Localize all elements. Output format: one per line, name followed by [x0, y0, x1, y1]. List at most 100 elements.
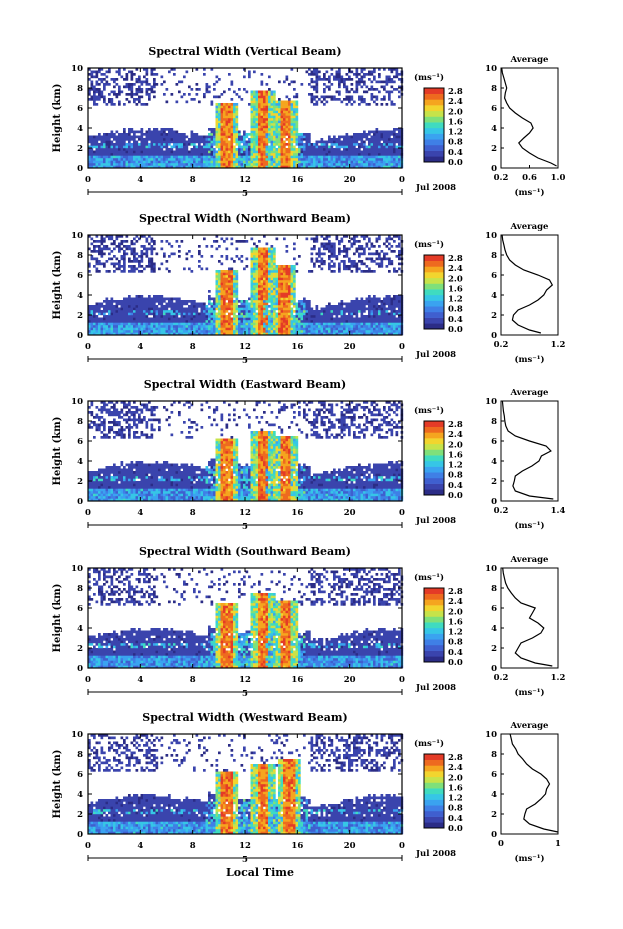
y-tick-label: 8: [77, 251, 83, 261]
panel-4: Spectral Width (Southward Beam) 0 2 4 6 8 10 He…: [52, 545, 565, 699]
y-axis-label: Height (km): [52, 417, 63, 486]
colorbar-swatch: [424, 644, 444, 651]
colorbar-tick-label: 0.4: [448, 148, 463, 158]
profile-x-label: (ms⁻¹): [514, 687, 544, 698]
colorbar-swatch: [424, 449, 444, 456]
colorbar-swatch: [424, 99, 444, 106]
colorbar-swatch: [424, 776, 444, 783]
y-tick-label: 2: [77, 311, 83, 321]
profile-line: [501, 67, 557, 167]
y-tick-label: 0: [77, 664, 83, 674]
y-tick-label: 2: [77, 477, 83, 487]
x-tick-label: 4: [137, 675, 143, 685]
colorbar-tick-label: 1.2: [448, 628, 463, 638]
colorbar-swatch: [424, 289, 444, 296]
average-profile: Average 0 2 4 6 8 10 0.2 1.2 (ms⁻¹): [485, 555, 565, 698]
colorbar-swatch: [424, 110, 444, 117]
colorbar: (ms⁻¹) 2.82.42.01.61.20.80.40.0: [414, 239, 463, 335]
date-label: Jul 2008: [415, 683, 456, 693]
colorbar-tick-label: 0.0: [448, 658, 463, 668]
colorbar-tick-label: 1.6: [448, 450, 463, 460]
y-tick-label: 4: [77, 790, 83, 800]
colorbar-tick-label: 1.6: [448, 783, 463, 793]
colorbar-tick-label: 2.0: [448, 440, 463, 450]
y-tick-label: 10: [71, 64, 83, 74]
colorbar-swatch: [424, 317, 444, 324]
colorbar-tick-label: 1.2: [448, 295, 463, 305]
colorbar-tick-label: 2.0: [448, 607, 463, 617]
profile-x-tick-label: 1.0: [551, 173, 566, 183]
profile-x-tick-label: 0.2: [494, 340, 509, 350]
x-tick-label: 20: [344, 342, 356, 352]
colorbar-swatch: [424, 255, 444, 261]
y-tick-label: 8: [77, 750, 83, 760]
profile-y-tick-label: 8: [491, 584, 497, 594]
panel-3: Spectral Width (Eastward Beam) 0 2 4 6 8 10 Hei…: [52, 378, 565, 532]
colorbar-swatch: [424, 460, 444, 467]
x-tick-label: 20: [344, 508, 356, 518]
y-tick-label: 6: [77, 604, 83, 614]
y-tick-label: 10: [71, 231, 83, 241]
y-tick-label: 8: [77, 417, 83, 427]
colorbar-tick-label: 1.2: [448, 461, 463, 471]
y-tick-label: 6: [77, 271, 83, 281]
colorbar-tick-label: 1.2: [448, 128, 463, 138]
x-tick-label: 0: [399, 675, 405, 685]
y-tick-label: 0: [77, 164, 83, 174]
colorbar: (ms⁻¹) 2.82.42.01.61.20.80.40.0: [414, 572, 463, 668]
y-tick-label: 4: [77, 291, 83, 301]
profile-y-tick-label: 2: [491, 311, 497, 321]
y-tick-label: 0: [77, 331, 83, 341]
y-tick-label: 6: [77, 770, 83, 780]
x-tick-label: 0: [399, 508, 405, 518]
date-label: Jul 2008: [415, 350, 456, 360]
profile-x-tick-label: 0.2: [494, 173, 509, 183]
date-label: Jul 2008: [415, 516, 456, 526]
profile-line: [502, 567, 553, 667]
colorbar-tick-label: 1.2: [448, 794, 463, 804]
colorbar-tick-label: 0.8: [448, 638, 463, 648]
profile-frame: [500, 400, 559, 502]
colorbar-tick-label: 2.0: [448, 773, 463, 783]
colorbar-tick-label: 0.4: [448, 315, 463, 325]
colorbar-unit: (ms⁻¹): [414, 239, 444, 250]
colorbar-swatch: [424, 593, 444, 600]
colorbar-swatch: [424, 483, 444, 490]
day-marker: 5: [242, 189, 248, 199]
colorbar-swatch: [424, 477, 444, 484]
colorbar-swatch: [424, 633, 444, 640]
colorbar-tick-label: 0.0: [448, 824, 463, 834]
profile-x-tick-label: 0.2: [494, 673, 509, 683]
x-tick-label: 0: [399, 841, 405, 851]
y-tick-label: 10: [71, 397, 83, 407]
colorbar-tick-label: 0.0: [448, 491, 463, 501]
colorbar-swatch: [424, 816, 444, 823]
colorbar-tick-label: 2.4: [448, 763, 463, 773]
profile-x-tick-label: 1.2: [551, 673, 566, 683]
profile-x-tick-label: 0.2: [494, 506, 509, 516]
x-tick-label: 0: [399, 342, 405, 352]
colorbar-swatch: [424, 793, 444, 800]
colorbar-swatch: [424, 472, 444, 479]
colorbar-swatch: [424, 294, 444, 301]
colorbar-tick-label: 0.0: [448, 325, 463, 335]
y-axis-label: Height (km): [52, 584, 63, 653]
profile-y-tick-label: 0: [491, 664, 497, 674]
y-tick-label: 6: [77, 104, 83, 114]
y-tick-label: 2: [77, 810, 83, 820]
panel-title: Spectral Width (Eastward Beam): [144, 378, 346, 391]
profile-x-tick-label: 1.4: [551, 506, 566, 516]
y-tick-label: 8: [77, 84, 83, 94]
profile-y-tick-label: 10: [485, 564, 497, 574]
y-tick-label: 2: [77, 644, 83, 654]
profile-y-tick-label: 6: [491, 437, 497, 447]
colorbar-swatch: [424, 421, 444, 427]
y-tick-label: 8: [77, 584, 83, 594]
colorbar-swatch: [424, 443, 444, 450]
colorbar-swatch: [424, 311, 444, 318]
colorbar-swatch: [424, 627, 444, 634]
x-tick-label: 8: [190, 175, 196, 185]
panel-title: Spectral Width (Vertical Beam): [148, 45, 341, 58]
y-tick-label: 10: [71, 730, 83, 740]
x-tick-label: 20: [344, 841, 356, 851]
